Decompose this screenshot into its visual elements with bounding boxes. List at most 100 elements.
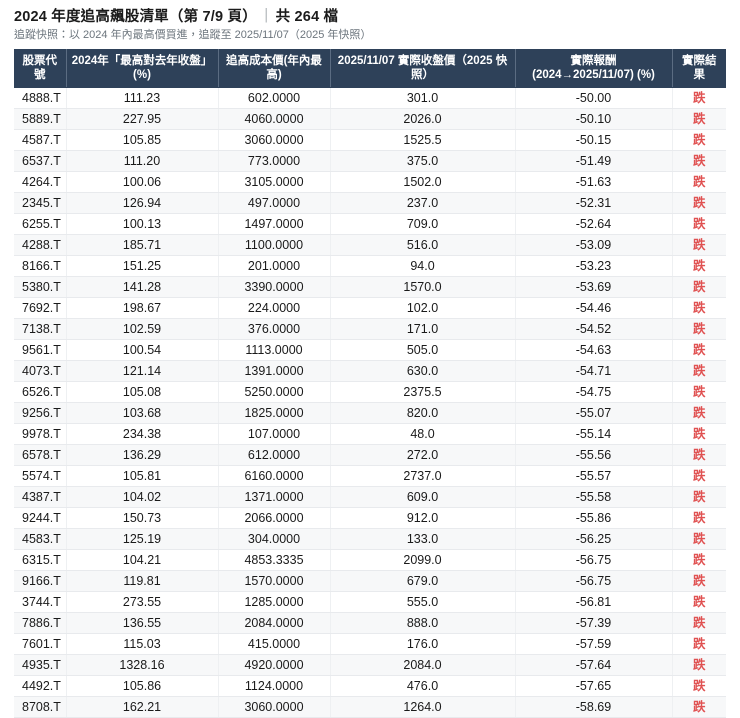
cell-actual-return-pct: -55.07 [515, 402, 673, 424]
table-row[interactable]: 4288.T 185.71 1100.0000 516.0 -53.09 跌 [14, 234, 726, 256]
result-badge: 跌 [692, 133, 706, 147]
cell-code: 5889.T [14, 108, 67, 130]
cell-code: 2345.T [14, 192, 67, 214]
cell-actual-return-pct: -55.56 [515, 444, 673, 466]
result-badge: 跌 [692, 658, 706, 672]
cell-high-vs-prev-close-pct: 141.28 [66, 276, 219, 298]
cell-result: 跌 [672, 444, 726, 466]
cell-close-price: 94.0 [330, 255, 516, 277]
cell-result: 跌 [672, 318, 726, 340]
result-badge: 跌 [692, 448, 706, 462]
cell-high-vs-prev-close-pct: 104.21 [66, 549, 219, 571]
table-row[interactable]: 4587.T 105.85 3060.0000 1525.5 -50.15 跌 [14, 129, 726, 151]
table-row[interactable]: 4264.T 100.06 3105.0000 1502.0 -51.63 跌 [14, 171, 726, 193]
cell-close-price: 375.0 [330, 150, 516, 172]
table-row[interactable]: 3744.T 273.55 1285.0000 555.0 -56.81 跌 [14, 591, 726, 613]
cell-actual-return-pct: -57.39 [515, 612, 673, 634]
table-row[interactable]: 7601.T 115.03 415.0000 176.0 -57.59 跌 [14, 633, 726, 655]
column-header-result[interactable]: 實際結果 [672, 49, 726, 88]
result-badge: 跌 [692, 595, 706, 609]
cell-code: 9166.T [14, 570, 67, 592]
cell-code: 7138.T [14, 318, 67, 340]
table-row[interactable]: 7692.T 198.67 224.0000 102.0 -54.46 跌 [14, 297, 726, 319]
result-badge: 跌 [692, 91, 706, 105]
table-row[interactable]: 5889.T 227.95 4060.0000 2026.0 -50.10 跌 [14, 108, 726, 130]
table-row[interactable]: 7138.T 102.59 376.0000 171.0 -54.52 跌 [14, 318, 726, 340]
column-header-actual-return-line2: (2024→2025/11/07) (%) [532, 69, 655, 81]
table-header: 股票代號 2024年「最高對去年收盤」(%) 追高成本價(年內最高) 2025/… [14, 49, 726, 88]
table-row[interactable]: 6537.T 111.20 773.0000 375.0 -51.49 跌 [14, 150, 726, 172]
cell-close-price: 2084.0 [330, 654, 516, 676]
table-row[interactable]: 9244.T 150.73 2066.0000 912.0 -55.86 跌 [14, 507, 726, 529]
cell-code: 8166.T [14, 255, 67, 277]
table-row[interactable]: 4492.T 105.86 1124.0000 476.0 -57.65 跌 [14, 675, 726, 697]
table-row[interactable]: 7886.T 136.55 2084.0000 888.0 -57.39 跌 [14, 612, 726, 634]
cell-cost-price: 3390.0000 [218, 276, 331, 298]
cell-actual-return-pct: -54.63 [515, 339, 673, 361]
table-row[interactable]: 4888.T 111.23 602.0000 301.0 -50.00 跌 [14, 87, 726, 109]
stock-table: 股票代號 2024年「最高對去年收盤」(%) 追高成本價(年內最高) 2025/… [14, 49, 726, 718]
cell-result: 跌 [672, 486, 726, 508]
table-row[interactable]: 4583.T 125.19 304.0000 133.0 -56.25 跌 [14, 528, 726, 550]
cell-high-vs-prev-close-pct: 105.86 [66, 675, 219, 697]
cell-code: 6526.T [14, 381, 67, 403]
cell-actual-return-pct: -56.25 [515, 528, 673, 550]
table-row[interactable]: 9561.T 100.54 1113.0000 505.0 -54.63 跌 [14, 339, 726, 361]
cell-code: 9978.T [14, 423, 67, 445]
cell-cost-price: 1100.0000 [218, 234, 331, 256]
table-row[interactable]: 6526.T 105.08 5250.0000 2375.5 -54.75 跌 [14, 381, 726, 403]
table-row[interactable]: 8708.T 162.21 3060.0000 1264.0 -58.69 跌 [14, 696, 726, 718]
cell-cost-price: 201.0000 [218, 255, 331, 277]
result-badge: 跌 [692, 637, 706, 651]
cell-cost-price: 497.0000 [218, 192, 331, 214]
table-row[interactable]: 4935.T 1328.16 4920.0000 2084.0 -57.64 跌 [14, 654, 726, 676]
cell-result: 跌 [672, 423, 726, 445]
cell-cost-price: 107.0000 [218, 423, 331, 445]
cell-high-vs-prev-close-pct: 103.68 [66, 402, 219, 424]
column-header-actual-return[interactable]: 實際報酬 (2024→2025/11/07) (%) [515, 49, 673, 88]
cell-code: 4073.T [14, 360, 67, 382]
table-row[interactable]: 4073.T 121.14 1391.0000 630.0 -54.71 跌 [14, 360, 726, 382]
column-header-cost-price[interactable]: 追高成本價(年內最高) [218, 49, 331, 88]
table-row[interactable]: 6578.T 136.29 612.0000 272.0 -55.56 跌 [14, 444, 726, 466]
table-row[interactable]: 2345.T 126.94 497.0000 237.0 -52.31 跌 [14, 192, 726, 214]
table-row[interactable]: 4387.T 104.02 1371.0000 609.0 -55.58 跌 [14, 486, 726, 508]
cell-close-price: 1502.0 [330, 171, 516, 193]
column-header-close-price[interactable]: 2025/11/07 實際收盤價（2025 快照） [330, 49, 516, 88]
cell-close-price: 1570.0 [330, 276, 516, 298]
result-badge: 跌 [692, 154, 706, 168]
cell-result: 跌 [672, 549, 726, 571]
cell-cost-price: 3060.0000 [218, 129, 331, 151]
cell-result: 跌 [672, 255, 726, 277]
cell-result: 跌 [672, 234, 726, 256]
cell-actual-return-pct: -50.10 [515, 108, 673, 130]
table-row[interactable]: 9256.T 103.68 1825.0000 820.0 -55.07 跌 [14, 402, 726, 424]
cell-actual-return-pct: -55.57 [515, 465, 673, 487]
cell-cost-price: 6160.0000 [218, 465, 331, 487]
table-row[interactable]: 6315.T 104.21 4853.3335 2099.0 -56.75 跌 [14, 549, 726, 571]
cell-result: 跌 [672, 192, 726, 214]
cell-high-vs-prev-close-pct: 119.81 [66, 570, 219, 592]
cell-close-price: 630.0 [330, 360, 516, 382]
cell-actual-return-pct: -57.64 [515, 654, 673, 676]
cell-cost-price: 2084.0000 [218, 612, 331, 634]
table-row[interactable]: 5380.T 141.28 3390.0000 1570.0 -53.69 跌 [14, 276, 726, 298]
cell-close-price: 2099.0 [330, 549, 516, 571]
cell-cost-price: 304.0000 [218, 528, 331, 550]
cell-code: 7601.T [14, 633, 67, 655]
table-row[interactable]: 5574.T 105.81 6160.0000 2737.0 -55.57 跌 [14, 465, 726, 487]
cell-result: 跌 [672, 129, 726, 151]
column-header-code[interactable]: 股票代號 [14, 49, 67, 88]
cell-actual-return-pct: -54.52 [515, 318, 673, 340]
column-header-high-vs-prev-close-pct[interactable]: 2024年「最高對去年收盤」(%) [66, 49, 219, 88]
page-subtitle: 追蹤快照：以 2024 年內最高價買進，追蹤至 2025/11/07（2025 … [14, 29, 372, 41]
table-row[interactable]: 8166.T 151.25 201.0000 94.0 -53.23 跌 [14, 255, 726, 277]
cell-close-price: 2026.0 [330, 108, 516, 130]
table-row[interactable]: 9978.T 234.38 107.0000 48.0 -55.14 跌 [14, 423, 726, 445]
table-row[interactable]: 6255.T 100.13 1497.0000 709.0 -52.64 跌 [14, 213, 726, 235]
cell-high-vs-prev-close-pct: 162.21 [66, 696, 219, 718]
cell-cost-price: 1825.0000 [218, 402, 331, 424]
cell-high-vs-prev-close-pct: 234.38 [66, 423, 219, 445]
result-badge: 跌 [692, 700, 706, 714]
table-row[interactable]: 9166.T 119.81 1570.0000 679.0 -56.75 跌 [14, 570, 726, 592]
